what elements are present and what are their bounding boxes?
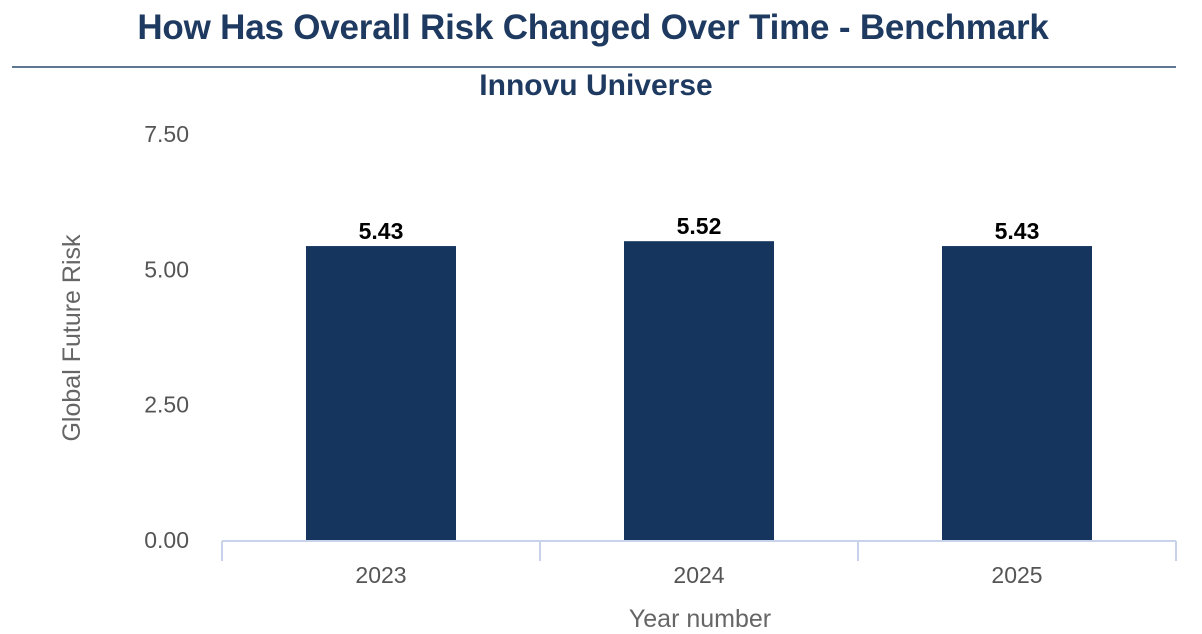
x-axis-title: Year number xyxy=(629,605,771,633)
y-tick-label: 0.00 xyxy=(144,527,189,553)
bar-2023 xyxy=(306,246,456,540)
x-tick-label: 2023 xyxy=(355,562,406,588)
chart-title: How Has Overall Risk Changed Over Time -… xyxy=(137,8,1049,47)
data-label-2023: 5.43 xyxy=(359,218,404,244)
bar-2024 xyxy=(624,241,774,540)
x-axis: 2023 2024 2025 xyxy=(221,540,1177,588)
y-tick-label: 7.50 xyxy=(144,121,189,147)
y-axis-ticks: 0.00 2.50 5.00 7.50 xyxy=(144,121,189,553)
bars xyxy=(306,241,1092,540)
data-label-2024: 5.52 xyxy=(677,213,722,239)
bar-2025 xyxy=(942,246,1092,540)
title-divider xyxy=(12,66,1176,68)
chart-subtitle: Innovu Universe xyxy=(479,69,713,102)
x-tick-label: 2024 xyxy=(673,562,724,588)
y-tick-label: 2.50 xyxy=(144,392,189,418)
y-tick-label: 5.00 xyxy=(144,256,189,282)
y-axis-title: Global Future Risk xyxy=(58,234,86,442)
data-label-2025: 5.43 xyxy=(995,218,1040,244)
x-tick-label: 2025 xyxy=(991,562,1042,588)
data-labels: 5.43 5.52 5.43 xyxy=(359,213,1040,244)
